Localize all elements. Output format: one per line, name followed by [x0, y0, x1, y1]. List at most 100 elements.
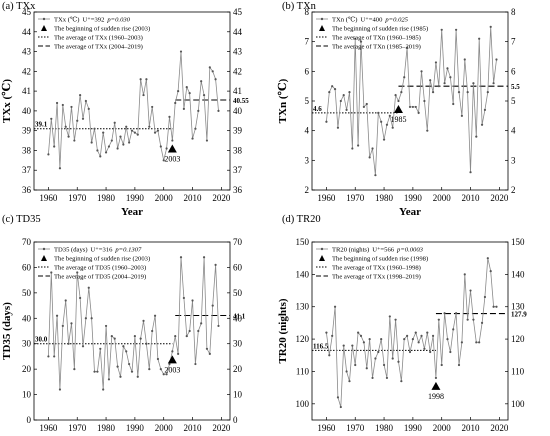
- y-tick-label-right: 10: [233, 390, 243, 400]
- y-tick-label-left: 2: [305, 185, 310, 195]
- legend-point-swatch: [320, 17, 324, 21]
- data-point: [362, 105, 365, 109]
- data-point: [397, 99, 400, 103]
- y-tick-label-right: 8: [511, 7, 516, 17]
- data-point: [202, 256, 206, 259]
- legend-break-entry: The beginning of sudden rise (2003): [54, 255, 150, 262]
- data-point: [128, 362, 131, 366]
- data-point: [351, 344, 354, 347]
- data-point: [400, 380, 403, 383]
- y-tick-label-left: 43: [22, 47, 32, 57]
- data-point: [96, 370, 99, 373]
- data-point: [171, 139, 174, 142]
- y-tick-label-right: 110: [511, 366, 525, 376]
- y-tick-label-right: 4: [511, 126, 516, 136]
- mean-label-after: 40.55: [233, 97, 249, 105]
- data-point: [466, 91, 469, 94]
- data-point: [380, 120, 383, 123]
- data-point: [495, 58, 498, 61]
- data-point: [434, 61, 438, 64]
- data-point: [151, 329, 154, 333]
- data-point: [429, 79, 432, 82]
- panel-title: (c) TD35: [2, 214, 41, 225]
- data-point: [483, 108, 487, 111]
- x-tick-label: 2010: [462, 193, 481, 203]
- data-point: [423, 347, 426, 350]
- y-tick-label-right: 5: [511, 96, 516, 106]
- y-tick-label-right: 70: [233, 237, 243, 247]
- legend-mean1-entry: The average of TXx (1960–1998): [332, 264, 421, 271]
- break-marker: [393, 105, 403, 113]
- data-point: [362, 341, 365, 344]
- data-point: [495, 305, 498, 308]
- mean-label-after: 127.9: [511, 311, 527, 319]
- data-point: [336, 396, 340, 399]
- data-point: [130, 370, 134, 373]
- data-point: [99, 155, 102, 158]
- legend-break-entry: The beginning of sudden rise (1998): [332, 255, 428, 262]
- legend-stat-p: p=0.0003: [396, 246, 424, 253]
- data-point: [437, 85, 440, 88]
- data-point: [420, 70, 423, 73]
- legend-break-swatch: [319, 255, 325, 261]
- data-point: [388, 114, 391, 117]
- y-tick-label-right: 3: [511, 155, 516, 165]
- plot-frame: [33, 241, 231, 421]
- x-tick-label: 2010: [184, 423, 203, 433]
- legend-break-entry: The beginning of sudden rise (2003): [54, 25, 150, 32]
- data-point: [47, 355, 50, 358]
- y-tick-label-right: 39: [233, 126, 243, 136]
- data-point: [359, 40, 363, 43]
- y-tick-label-right: 30: [233, 339, 243, 349]
- data-point: [177, 352, 180, 355]
- data-point: [191, 137, 194, 140]
- data-point: [348, 91, 351, 94]
- y-tick-label-left: 40: [22, 106, 32, 116]
- data-point: [200, 80, 203, 83]
- data-point: [385, 376, 389, 380]
- y-tick-label-right: 60: [233, 262, 243, 272]
- data-point: [217, 109, 220, 112]
- data-point: [452, 328, 455, 331]
- x-tick-label: 1960: [317, 423, 336, 433]
- legend-mean2-entry: The average of TXx (2004–2019): [54, 43, 143, 50]
- data-point: [148, 125, 151, 128]
- y-tick-label-right: 40: [233, 313, 243, 323]
- break-marker: [167, 144, 177, 153]
- x-tick-label: 1980: [97, 423, 116, 433]
- data-point: [142, 319, 145, 322]
- data-point: [414, 105, 417, 109]
- data-point: [208, 66, 211, 69]
- legend-stat-u: U⁺=566: [372, 246, 395, 253]
- data-point: [486, 257, 489, 260]
- data-point: [365, 367, 368, 370]
- data-point: [200, 322, 203, 325]
- x-tick-label: 1990: [404, 423, 423, 433]
- data-point: [475, 135, 478, 138]
- data-point: [125, 125, 128, 128]
- x-tick-label: 1960: [317, 193, 336, 203]
- y-tick-label-right: 36: [233, 185, 243, 195]
- x-tick-label: 1960: [39, 193, 58, 203]
- y-axis-title: TR20 (nights): [277, 298, 289, 363]
- legend-stat-u: U⁺=400: [361, 16, 384, 23]
- y-tick-label-right: 41: [233, 86, 242, 96]
- data-point: [354, 37, 357, 40]
- data-point: [87, 286, 90, 289]
- y-tick-label-right: 40: [233, 106, 243, 116]
- data-point: [202, 93, 206, 97]
- data-point: [478, 341, 481, 344]
- data-point: [455, 28, 458, 31]
- data-point: [93, 370, 96, 373]
- data-point: [55, 101, 59, 105]
- data-point: [443, 82, 446, 85]
- data-point: [208, 352, 211, 355]
- data-point: [50, 117, 53, 120]
- data-point: [380, 337, 383, 341]
- y-tick-label-right: 7: [511, 37, 516, 47]
- data-point: [214, 263, 217, 266]
- data-point: [217, 324, 220, 328]
- y-axis-title: TXx (℃): [1, 79, 13, 123]
- legend-mean1-entry: The average of TXx (1960–2003): [54, 34, 143, 41]
- data-point: [182, 107, 185, 111]
